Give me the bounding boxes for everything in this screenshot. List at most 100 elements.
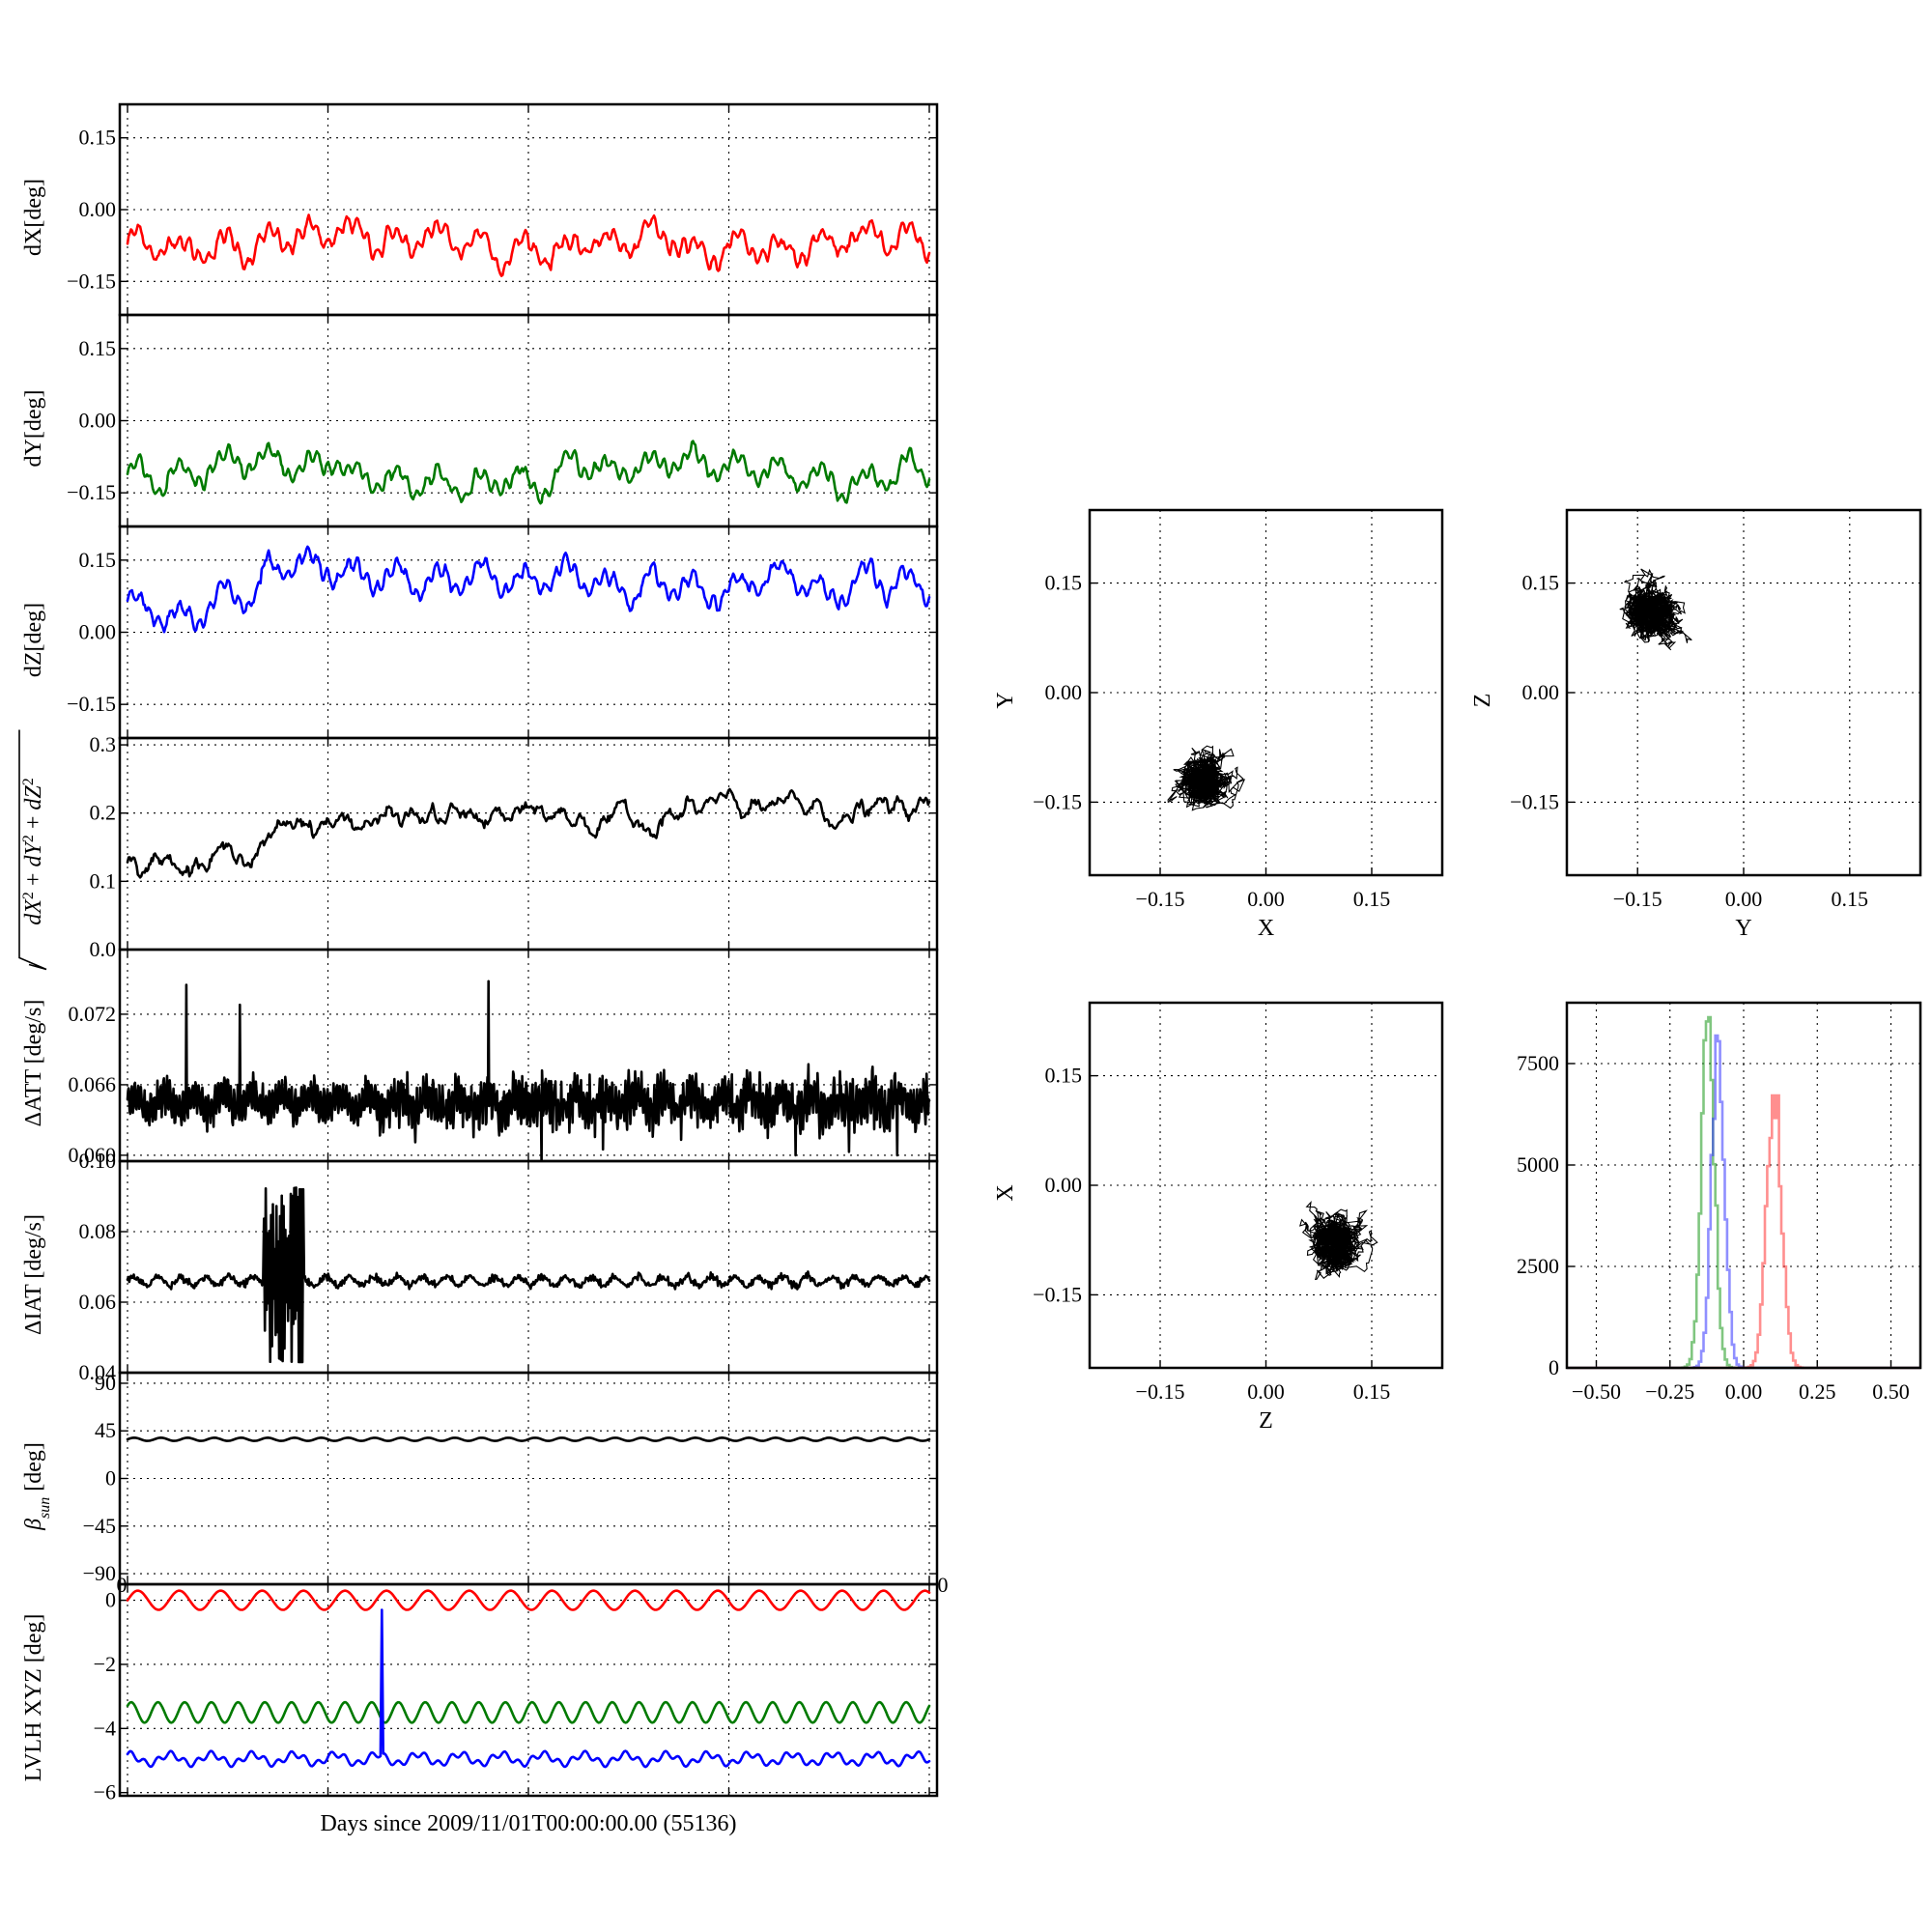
sqrt-sign — [18, 729, 47, 971]
xtick-label: 0.00 — [1247, 1379, 1285, 1404]
ytick-label: 0.00 — [79, 197, 117, 221]
xlabel-zx: Z — [1259, 1408, 1273, 1434]
ytick-label: 0.2 — [90, 801, 117, 825]
ytick-label: 0.1 — [90, 868, 117, 893]
ytick-label: 0.15 — [79, 126, 117, 150]
ytick-label: −45 — [83, 1514, 116, 1538]
ylabel-datt: ΔATT [deg/s] — [21, 1000, 46, 1127]
ytick-label: 0.00 — [79, 409, 117, 433]
panel-datt: 0.060 0.066 0.072 ΔATT [deg/s] — [21, 948, 939, 1167]
series-line-dx-0 — [126, 213, 931, 277]
ylabel-dz: dZ[deg] — [21, 603, 46, 677]
hist-series-2 — [1567, 1094, 1920, 1370]
ytick-label: −0.15 — [67, 692, 116, 716]
ytick-label: −0.15 — [67, 480, 116, 504]
panel-mag: 0.0 0.1 0.2 0.3 dX2 + dY2 + dZ2 — [18, 729, 939, 971]
ytick-label: 0.00 — [1045, 680, 1083, 704]
axes-frame — [1088, 508, 1444, 877]
ytick-label: 0.3 — [90, 732, 117, 756]
ytick-label: 45 — [95, 1418, 116, 1442]
scatter-trace-yz — [1619, 568, 1692, 651]
panel-dy: −0.15 0.00 0.15 dY[deg] — [21, 313, 939, 528]
xtick-label: 0.50 — [1872, 1379, 1910, 1404]
panel-zx: −0.15 −0.15 0.00 0.00 0.15 0.15 Z X — [993, 1001, 1444, 1434]
ytick-label: 0.06 — [79, 1290, 117, 1314]
xtick-label: −0.25 — [1645, 1379, 1694, 1404]
ytick-label: 2500 — [1517, 1254, 1559, 1278]
ytick-label: 0.08 — [79, 1219, 117, 1243]
ytick-label: 0.10 — [79, 1149, 117, 1173]
ytick-label: 0.15 — [1045, 571, 1083, 595]
series-line-dy-0 — [126, 440, 931, 505]
ytick-label: −2 — [94, 1652, 116, 1676]
ylabel-beta: βsun [deg] — [21, 1442, 53, 1531]
axes-frame — [1565, 508, 1922, 877]
axes-frame — [118, 1582, 939, 1798]
ylabel-zx: X — [993, 1184, 1018, 1201]
ytick-label: 0.15 — [1045, 1064, 1083, 1088]
xtick-label: 0.00 — [1725, 1379, 1763, 1404]
xlabel-yz: Y — [1735, 916, 1751, 941]
ytick-label: −6 — [94, 1780, 116, 1804]
ytick-label: 0.00 — [1045, 1173, 1083, 1197]
ytick-label: 0.060 — [69, 1143, 117, 1167]
ylabel-xy: Y — [993, 692, 1018, 708]
ytick-label: 0 — [105, 1588, 116, 1612]
xtick-label: 0.00 — [1725, 887, 1763, 911]
panel-dx: −0.15 0.00 0.15 dX[deg] — [21, 102, 939, 317]
ytick-label: 0 — [105, 1466, 116, 1491]
ytick-label: 0.00 — [1522, 680, 1560, 704]
ytick-label: 90 — [95, 1371, 116, 1395]
panel-yz: −0.15 −0.15 0.00 0.00 0.15 0.15 Y Z — [1470, 508, 1922, 941]
xtick-label: 0.00 — [1247, 887, 1285, 911]
xtick-label: −0.15 — [1136, 887, 1185, 911]
xlabel-days: Days since 2009/11/01T00:00:00.00 (55136… — [320, 1811, 736, 1836]
ytick-label: 7500 — [1517, 1051, 1559, 1075]
ytick-label: 0.0 — [90, 937, 117, 961]
series-line-datt-0 — [126, 980, 931, 1161]
ytick-label: 0.066 — [69, 1072, 117, 1096]
ytick-label: 0.072 — [69, 1002, 117, 1026]
series-line-lvlh-2 — [126, 1608, 931, 1769]
ytick-label: −0.15 — [1033, 789, 1082, 813]
series-line-mag-0 — [126, 787, 931, 879]
axes-frame — [118, 1159, 939, 1375]
ylabel-yz: Z — [1470, 694, 1495, 708]
ylabel-dy: dY[deg] — [21, 390, 46, 468]
series-line-dz-0 — [126, 545, 931, 634]
axes-frame — [118, 948, 939, 1163]
ytick-label: 0 — [1548, 1355, 1559, 1379]
xtick-label: −0.15 — [1613, 887, 1662, 911]
panel-xy: −0.15 −0.15 0.00 0.00 0.15 0.15 X Y — [993, 508, 1444, 941]
panel-diat: 0.04 0.06 0.08 0.10 ΔIAT [deg/s] — [21, 1149, 939, 1384]
xtick-label: 0.25 — [1799, 1379, 1836, 1404]
scatter-trace-zx — [1298, 1201, 1378, 1281]
panel-dz: −0.15 0.00 0.15 dZ[deg] — [21, 525, 939, 740]
series-line-diat-0 — [126, 1186, 931, 1364]
xtick-label: 0.15 — [1832, 887, 1869, 911]
ytick-label: −4 — [94, 1716, 116, 1740]
ylabel-mag: dX2 + dY2 + dZ2 — [20, 778, 47, 924]
panel-beta: −90 −45 0 45 90 βsun [deg] — [21, 1371, 939, 1586]
series-line-beta-0 — [126, 1436, 931, 1442]
series-line-lvlh-1 — [126, 1700, 931, 1724]
ytick-label: 5000 — [1517, 1152, 1559, 1177]
ytick-label: −0.15 — [1510, 789, 1559, 813]
xtick-label: −0.15 — [1136, 1379, 1185, 1404]
ytick-label: −90 — [83, 1561, 116, 1585]
ytick-label: −0.15 — [1033, 1282, 1082, 1306]
axes-frame — [1565, 1001, 1922, 1370]
xtick-label: 0 — [938, 1573, 949, 1597]
ytick-label: 0.15 — [1522, 571, 1560, 595]
ylabel-dx: dX[deg] — [21, 179, 46, 256]
xtick-label: −0.50 — [1572, 1379, 1621, 1404]
xtick-label: 0 — [117, 1573, 128, 1597]
ytick-label: 0.15 — [79, 336, 117, 360]
ytick-label: 0.15 — [79, 548, 117, 572]
panel-hist: −0.50 −0.25 0.00 0.25 0.50 0 2500 5000 7500 — [1517, 1001, 1922, 1404]
ytick-label: 0.00 — [79, 620, 117, 644]
axes-frame — [1088, 1001, 1444, 1370]
ytick-label: 0.04 — [79, 1360, 117, 1384]
